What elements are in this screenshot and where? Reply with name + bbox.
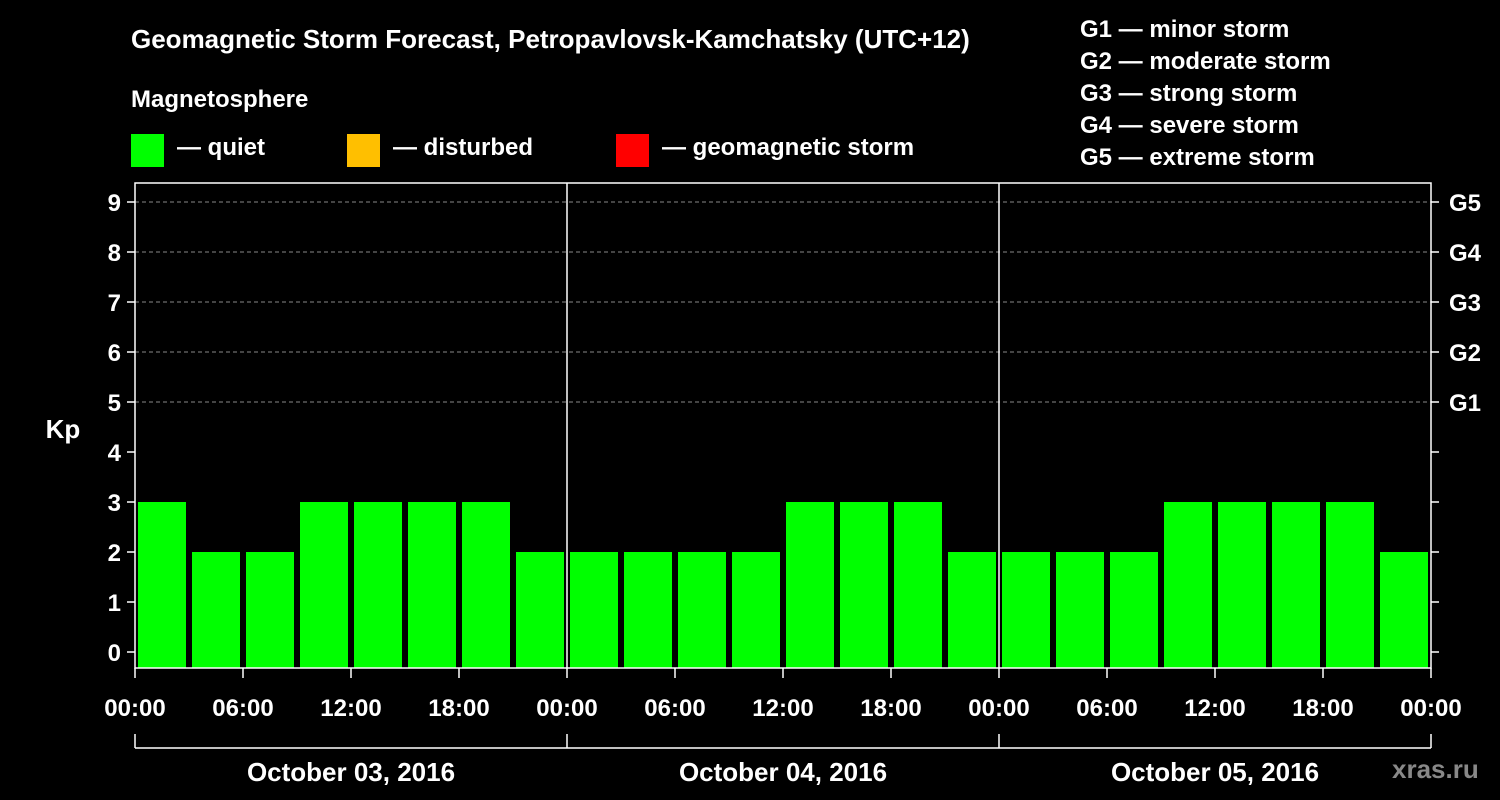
- bar-14: [894, 502, 942, 668]
- y-tick-label-6: 6: [108, 340, 121, 367]
- right-tick-label-g5: G5: [1449, 190, 1481, 217]
- bar-4: [354, 502, 402, 668]
- y-tick-label-0: 0: [108, 640, 121, 667]
- legend-label-storm: — geomagnetic storm: [662, 134, 915, 161]
- bar-18: [1110, 552, 1158, 668]
- bar-1: [192, 552, 240, 668]
- y-tick-label-3: 3: [108, 490, 121, 517]
- right-tick-label-g2: G2: [1449, 340, 1481, 367]
- legend-swatch-quiet: [131, 134, 164, 167]
- x-tick-label-6: 12:00: [752, 695, 813, 722]
- day-label-0: October 03, 2016: [247, 757, 455, 787]
- bar-16: [1002, 552, 1050, 668]
- bar-3: [300, 502, 348, 668]
- y-tick-label-8: 8: [108, 240, 121, 267]
- y-tick-label-9: 9: [108, 190, 121, 217]
- bar-19: [1164, 502, 1212, 668]
- bar-17: [1056, 552, 1104, 668]
- legend-label-quiet: — quiet: [177, 134, 265, 161]
- bar-11: [732, 552, 780, 668]
- bar-2: [246, 552, 294, 668]
- bar-10: [678, 552, 726, 668]
- legend-swatch-disturbed: [347, 134, 380, 167]
- bar-7: [516, 552, 564, 668]
- magnetosphere-title: Magnetosphere: [131, 86, 309, 113]
- chart-title: Geomagnetic Storm Forecast, Petropavlovs…: [131, 24, 970, 54]
- x-tick-label-5: 06:00: [644, 695, 705, 722]
- x-tick-label-0: 00:00: [104, 695, 165, 722]
- y-tick-label-4: 4: [108, 440, 122, 467]
- storm-scale-g4: G4 — severe storm: [1080, 112, 1299, 139]
- storm-scale-g2: G2 — moderate storm: [1080, 48, 1331, 75]
- x-tick-label-8: 00:00: [968, 695, 1029, 722]
- bar-6: [462, 502, 510, 668]
- storm-scale-legend: G1 — minor storm G2 — moderate storm G3 …: [1080, 14, 1331, 174]
- x-tick-label-9: 06:00: [1076, 695, 1137, 722]
- y-tick-label-7: 7: [108, 290, 121, 317]
- storm-scale-g3: G3 — strong storm: [1080, 80, 1298, 107]
- day-label-2: October 05, 2016: [1111, 757, 1319, 787]
- x-tick-label-1: 06:00: [212, 695, 273, 722]
- legend-swatch-storm: [616, 134, 649, 167]
- bar-20: [1218, 502, 1266, 668]
- bar-5: [408, 502, 456, 668]
- x-tick-label-3: 18:00: [428, 695, 489, 722]
- right-tick-label-g3: G3: [1449, 290, 1481, 317]
- storm-scale-g5: G5 — extreme storm: [1080, 144, 1315, 171]
- y-tick-label-5: 5: [108, 390, 121, 417]
- bar-22: [1326, 502, 1374, 668]
- y-tick-label-2: 2: [108, 540, 121, 567]
- right-tick-label-g1: G1: [1449, 390, 1481, 417]
- bar-0: [138, 502, 186, 668]
- bar-23: [1380, 552, 1428, 668]
- x-tick-label-4: 00:00: [536, 695, 597, 722]
- bar-9: [624, 552, 672, 668]
- y-axis-label: Kp: [46, 414, 81, 444]
- bar-8: [570, 552, 618, 668]
- x-tick-label-11: 18:00: [1292, 695, 1353, 722]
- x-tick-label-2: 12:00: [320, 695, 381, 722]
- bar-12: [786, 502, 834, 668]
- bar-21: [1272, 502, 1320, 668]
- watermark: xras.ru: [1392, 754, 1479, 784]
- storm-scale-g1: G1 — minor storm: [1080, 16, 1290, 43]
- legend-label-disturbed: — disturbed: [393, 134, 534, 161]
- x-tick-label-12: 00:00: [1400, 695, 1461, 722]
- right-tick-label-g4: G4: [1449, 240, 1482, 267]
- x-tick-label-7: 18:00: [860, 695, 921, 722]
- day-label-1: October 04, 2016: [679, 757, 887, 787]
- bar-15: [948, 552, 996, 668]
- x-tick-label-10: 12:00: [1184, 695, 1245, 722]
- bar-13: [840, 502, 888, 668]
- y-tick-label-1: 1: [108, 590, 121, 617]
